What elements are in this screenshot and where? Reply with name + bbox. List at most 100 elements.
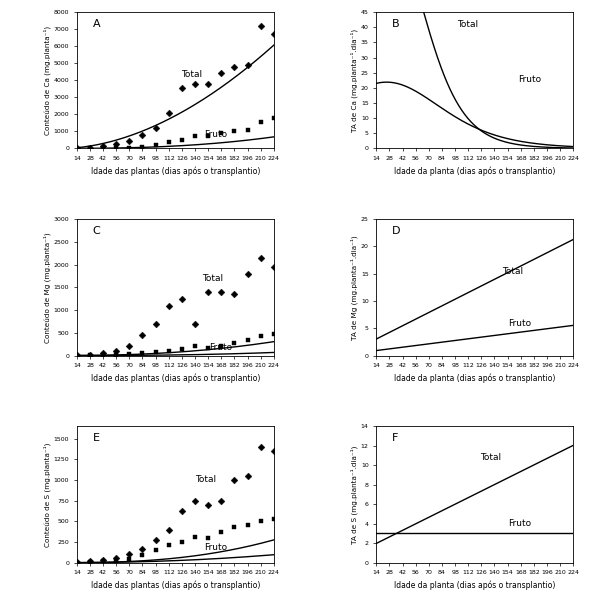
Text: D: D [392, 226, 401, 236]
Point [243, 269, 252, 278]
Point [138, 544, 147, 554]
Point [256, 117, 265, 127]
Point [177, 537, 187, 547]
Point [125, 143, 134, 152]
Point [112, 350, 121, 359]
Point [151, 123, 160, 132]
Point [138, 551, 147, 560]
Point [112, 553, 121, 563]
Point [203, 80, 213, 90]
Text: Fruto: Fruto [209, 342, 232, 352]
Point [216, 342, 226, 352]
Point [98, 142, 108, 151]
Text: Total: Total [195, 475, 216, 484]
Point [256, 253, 265, 263]
Point [203, 287, 213, 297]
Y-axis label: TA de Mg (mg.planta⁻¹.dia⁻¹): TA de Mg (mg.planta⁻¹.dia⁻¹) [350, 235, 358, 339]
Text: A: A [93, 19, 100, 29]
Point [190, 342, 200, 352]
Point [230, 63, 239, 73]
Point [243, 471, 252, 481]
Point [203, 500, 213, 509]
Text: Total: Total [457, 20, 478, 29]
Point [112, 556, 121, 566]
Text: E: E [93, 433, 100, 443]
Point [190, 319, 200, 329]
Point [138, 142, 147, 151]
Point [256, 442, 265, 452]
Text: Fruto: Fruto [518, 75, 541, 83]
Text: Total: Total [502, 267, 523, 276]
Point [85, 350, 95, 359]
Point [112, 143, 121, 152]
Point [85, 143, 95, 153]
Point [203, 343, 213, 353]
Point [164, 137, 174, 147]
Point [85, 350, 95, 360]
X-axis label: Idade das plantas (dias após o transplantio): Idade das plantas (dias após o transplan… [90, 374, 260, 383]
Text: B: B [392, 19, 400, 29]
Point [190, 132, 200, 142]
Point [98, 143, 108, 153]
Y-axis label: Conteúdo de Mg (mg.planta⁻¹): Conteúdo de Mg (mg.planta⁻¹) [43, 232, 51, 342]
Y-axis label: Conteúdo de S (mg.planta⁻¹): Conteúdo de S (mg.planta⁻¹) [43, 442, 51, 547]
Point [177, 344, 187, 353]
Point [177, 506, 187, 516]
Point [243, 125, 252, 134]
Point [151, 347, 160, 357]
Point [177, 135, 187, 145]
Point [190, 79, 200, 88]
Point [151, 535, 160, 545]
Point [85, 557, 95, 566]
Point [269, 446, 278, 456]
Point [216, 287, 226, 297]
Point [85, 557, 95, 567]
Point [151, 140, 160, 150]
Point [98, 555, 108, 565]
Point [112, 139, 121, 149]
Point [72, 558, 82, 567]
Point [230, 475, 239, 485]
Point [164, 301, 174, 310]
X-axis label: Idade das plantas (dias após o transplantio): Idade das plantas (dias após o transplan… [90, 581, 260, 590]
Point [138, 330, 147, 340]
Point [243, 520, 252, 529]
Point [112, 346, 121, 356]
Text: Fruto: Fruto [508, 518, 532, 528]
Point [164, 525, 174, 534]
Point [190, 496, 200, 506]
Text: F: F [392, 433, 398, 443]
Point [269, 329, 278, 339]
Point [243, 335, 252, 344]
Y-axis label: TA de Ca (mg.planta⁻¹.dia⁻¹): TA de Ca (mg.planta⁻¹.dia⁻¹) [350, 28, 358, 132]
Point [203, 131, 213, 140]
Point [177, 83, 187, 93]
Text: Total: Total [203, 273, 223, 283]
Text: Fruto: Fruto [508, 318, 532, 327]
Y-axis label: Conteúdo de Ca (mg.planta⁻¹): Conteúdo de Ca (mg.planta⁻¹) [43, 25, 51, 135]
Point [230, 289, 239, 299]
X-axis label: Idade das plantas (dias após o transplantio): Idade das plantas (dias após o transplan… [90, 166, 260, 176]
Point [72, 557, 82, 567]
Point [256, 331, 265, 341]
Point [190, 532, 200, 542]
Point [230, 522, 239, 532]
Point [151, 319, 160, 329]
Point [98, 350, 108, 360]
Point [125, 342, 134, 352]
Point [72, 350, 82, 360]
Point [256, 517, 265, 526]
Text: C: C [93, 226, 100, 236]
Point [177, 294, 187, 304]
Point [269, 514, 278, 524]
X-axis label: Idade da planta (dias após o transplantio): Idade da planta (dias após o transplanti… [394, 581, 556, 590]
Point [98, 348, 108, 358]
Point [164, 540, 174, 550]
Point [216, 496, 226, 506]
Text: Total: Total [480, 453, 502, 462]
Point [98, 557, 108, 566]
X-axis label: Idade da planta (dias após o transplantio): Idade da planta (dias após o transplanti… [394, 374, 556, 383]
Point [164, 109, 174, 119]
Point [269, 30, 278, 39]
Point [138, 130, 147, 140]
